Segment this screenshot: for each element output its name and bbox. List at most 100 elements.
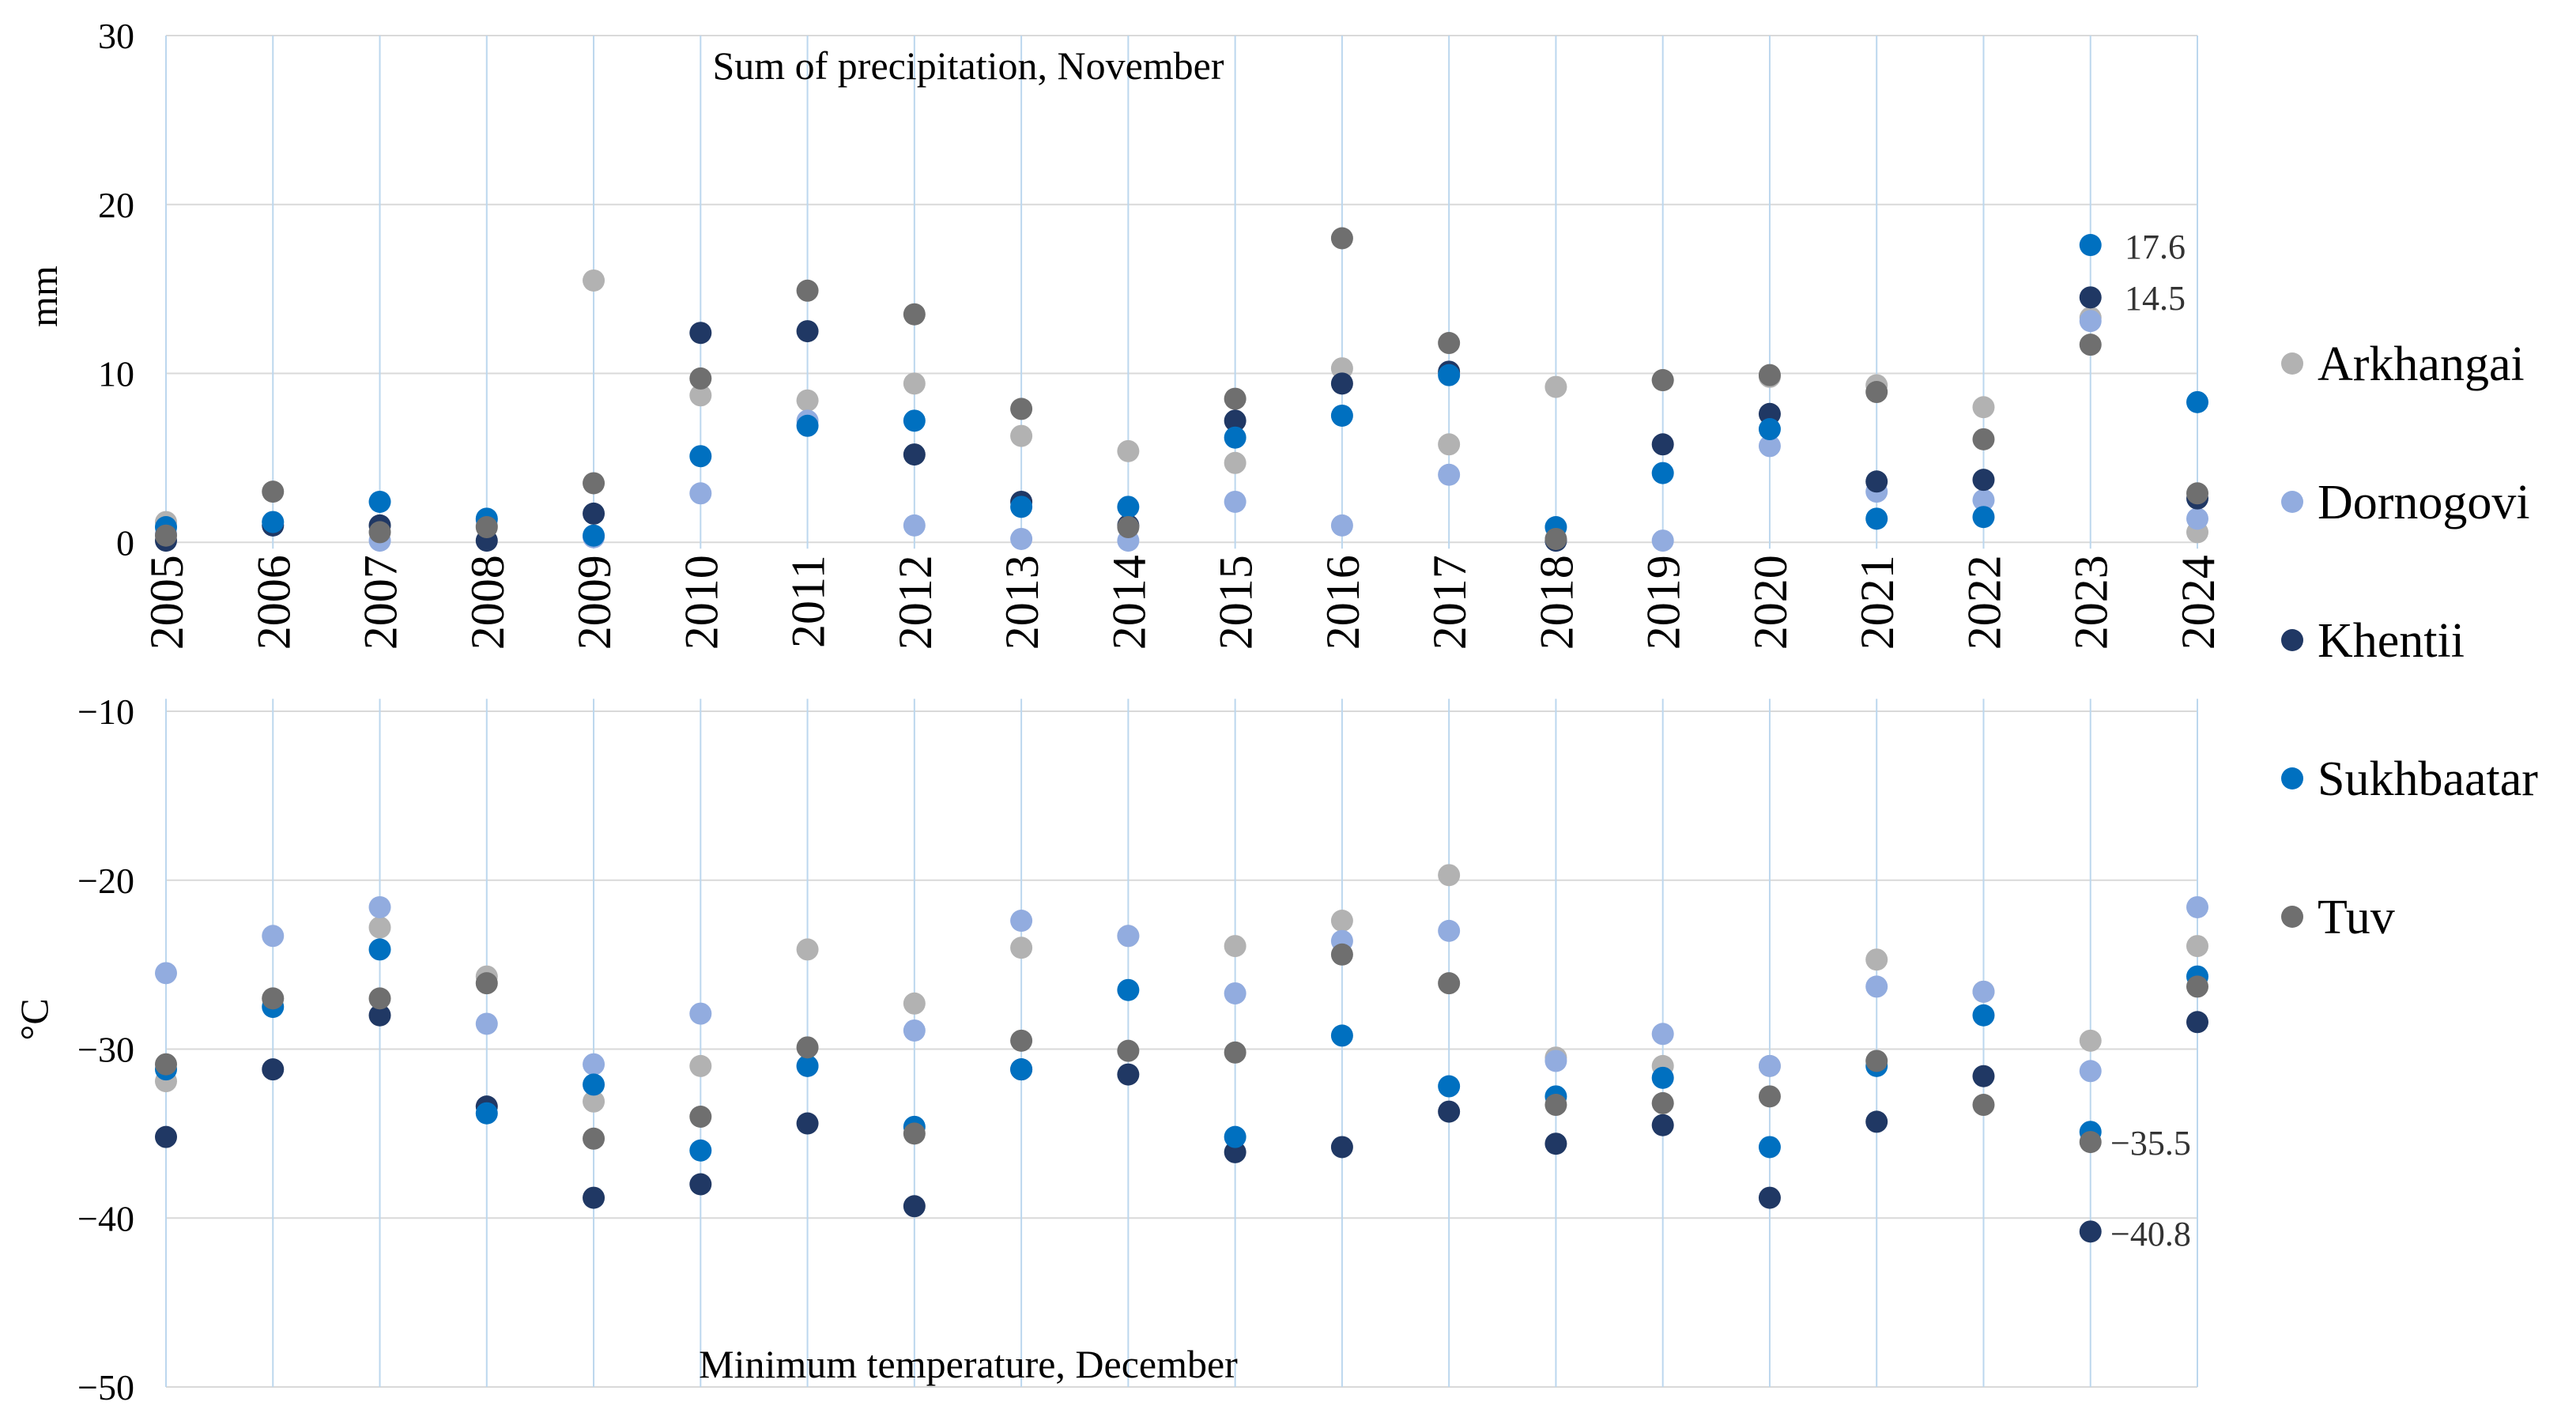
x-year-label: 2017 bbox=[1424, 555, 1476, 650]
annotation-precip-khentii: 14.5 bbox=[2125, 279, 2186, 318]
temperature-point-arkhangai bbox=[2186, 935, 2208, 958]
precipitation-point-tuv bbox=[583, 472, 605, 495]
y-tick-label: 0 bbox=[116, 522, 134, 563]
y-tick-label: −50 bbox=[77, 1367, 134, 1408]
temperature-point-arkhangai bbox=[583, 1090, 605, 1113]
year-label-backing bbox=[996, 548, 1047, 699]
temperature-point-tuv bbox=[475, 972, 498, 995]
temperature-point-arkhangai bbox=[903, 992, 926, 1015]
x-year-label: 2016 bbox=[1317, 555, 1369, 650]
precipitation-point-sukhbaatar bbox=[1330, 404, 1353, 427]
annotation-temp-khentii: −40.8 bbox=[2110, 1215, 2191, 1253]
precipitation-point-sukhbaatar bbox=[796, 414, 819, 437]
temperature-point-khentii bbox=[1330, 1136, 1353, 1159]
precipitation-point-dornogovi bbox=[1330, 514, 1353, 537]
precipitation-point-tuv bbox=[1010, 398, 1033, 420]
precipitation-point-dornogovi bbox=[2186, 507, 2208, 530]
precipitation-point-dornogovi bbox=[2079, 310, 2102, 333]
precipitation-point-khentii bbox=[1758, 402, 1781, 425]
x-year-label: 2019 bbox=[1638, 555, 1690, 650]
precipitation-point-khentii bbox=[1651, 433, 1674, 456]
precipitation-point-arkhangai bbox=[583, 269, 605, 292]
year-label-backing bbox=[461, 548, 512, 699]
x-year-label: 2009 bbox=[568, 555, 620, 650]
year-label-backing bbox=[247, 548, 299, 699]
year-label-backing bbox=[2065, 548, 2116, 699]
year-label-backing bbox=[888, 548, 940, 699]
temperature-point-khentii bbox=[689, 1173, 712, 1196]
legend: Arkhangai Dornogovi Khentii Sukhbaatar Tuv bbox=[2281, 337, 2538, 944]
year-label-backing bbox=[141, 548, 191, 699]
legend-label-sukhbaatar: Sukhbaatar bbox=[2318, 752, 2538, 806]
temperature-point-sukhbaatar bbox=[689, 1139, 712, 1162]
temperature-point-arkhangai bbox=[796, 938, 819, 961]
temperature-point-sukhbaatar bbox=[1438, 1075, 1461, 1098]
precipitation-point-tuv bbox=[1972, 428, 1995, 450]
temperature-point-dornogovi bbox=[155, 962, 177, 985]
temperature-point-tuv bbox=[689, 1106, 712, 1128]
precipitation-point-arkhangai bbox=[1972, 396, 1995, 419]
temperature-point-dornogovi bbox=[1117, 925, 1140, 948]
precipitation-point-dornogovi bbox=[689, 482, 712, 505]
precipitation-point-arkhangai bbox=[903, 372, 926, 395]
temperature-point-dornogovi bbox=[1865, 975, 1888, 998]
temperature-point-tuv bbox=[1438, 972, 1461, 995]
x-year-label: 2008 bbox=[462, 555, 514, 650]
precipitation-point-tuv bbox=[368, 521, 391, 544]
x-year-label: 2005 bbox=[141, 555, 193, 650]
y-tick-label: −30 bbox=[77, 1030, 134, 1070]
y-tick-labels: 30 20 10 0 −10 −20 −30 −40 −50 bbox=[77, 16, 134, 1408]
temperature-point-khentii bbox=[2079, 1220, 2102, 1243]
precipitation-point-sukhbaatar bbox=[2079, 234, 2102, 257]
precipitation-point-tuv bbox=[1117, 516, 1140, 539]
temperature-point-dornogovi bbox=[1224, 982, 1247, 1004]
temperature-point-tuv bbox=[2186, 975, 2208, 998]
temperature-point-sukhbaatar bbox=[1651, 1066, 1674, 1089]
precipitation-point-dornogovi bbox=[1651, 529, 1674, 552]
precipitation-point-tuv bbox=[2186, 482, 2208, 505]
year-label-backing bbox=[354, 548, 405, 699]
legend-marker-sukhbaatar bbox=[2281, 767, 2303, 790]
temperature-point-tuv bbox=[262, 987, 285, 1010]
precipitation-point-arkhangai bbox=[1010, 424, 1033, 447]
temperature-point-khentii bbox=[1224, 1140, 1247, 1163]
chart-title-precipitation: Sum of precipitation, November bbox=[712, 43, 1224, 88]
temperature-point-tuv bbox=[1758, 1085, 1781, 1108]
temperature-point-dornogovi bbox=[1010, 910, 1033, 933]
x-year-labels: 2005 2006 2007 2008 2009 2010 2011 2012 2013 2014… bbox=[141, 548, 2224, 699]
precipitation-point-tuv bbox=[2079, 334, 2102, 356]
precipitation-point-sukhbaatar bbox=[1972, 506, 1995, 529]
year-label-backing bbox=[1530, 548, 1582, 699]
temperature-point-dornogovi bbox=[475, 1012, 498, 1035]
temperature-point-dornogovi bbox=[1758, 1054, 1781, 1077]
temperature-point-dornogovi bbox=[262, 925, 285, 948]
precipitation-point-sukhbaatar bbox=[689, 445, 712, 468]
temperature-point-tuv bbox=[1544, 1094, 1567, 1117]
temperature-point-dornogovi bbox=[1438, 919, 1461, 942]
temperature-point-khentii bbox=[1651, 1114, 1674, 1136]
year-label-backing bbox=[1316, 548, 1367, 699]
temperature-point-dornogovi bbox=[1972, 980, 1995, 1003]
temperature-point-sukhbaatar bbox=[796, 1054, 819, 1077]
precipitation-point-sukhbaatar bbox=[1117, 496, 1140, 518]
temperature-point-arkhangai bbox=[1438, 864, 1461, 887]
x-year-label: 2012 bbox=[889, 555, 941, 650]
temperature-point-khentii bbox=[1972, 1065, 1995, 1087]
precipitation-point-arkhangai bbox=[1330, 357, 1353, 380]
precipitation-point-arkhangai bbox=[1117, 439, 1140, 462]
temperature-point-khentii bbox=[2186, 1011, 2208, 1034]
data-points bbox=[155, 227, 2208, 1243]
temperature-point-tuv bbox=[1865, 1050, 1888, 1072]
annotation-precip-sukhbaatar: 17.6 bbox=[2125, 228, 2186, 266]
year-label-backing bbox=[1209, 548, 1261, 699]
temperature-point-tuv bbox=[1330, 943, 1353, 966]
temperature-point-tuv bbox=[903, 1122, 926, 1145]
gridlines bbox=[165, 35, 2198, 1388]
x-year-label: 2010 bbox=[675, 555, 727, 650]
year-label-backing bbox=[1851, 548, 1903, 699]
precipitation-point-sukhbaatar bbox=[903, 409, 926, 432]
temperature-point-tuv bbox=[2079, 1131, 2102, 1154]
precipitation-point-khentii bbox=[583, 502, 605, 525]
temperature-point-tuv bbox=[1651, 1091, 1674, 1114]
